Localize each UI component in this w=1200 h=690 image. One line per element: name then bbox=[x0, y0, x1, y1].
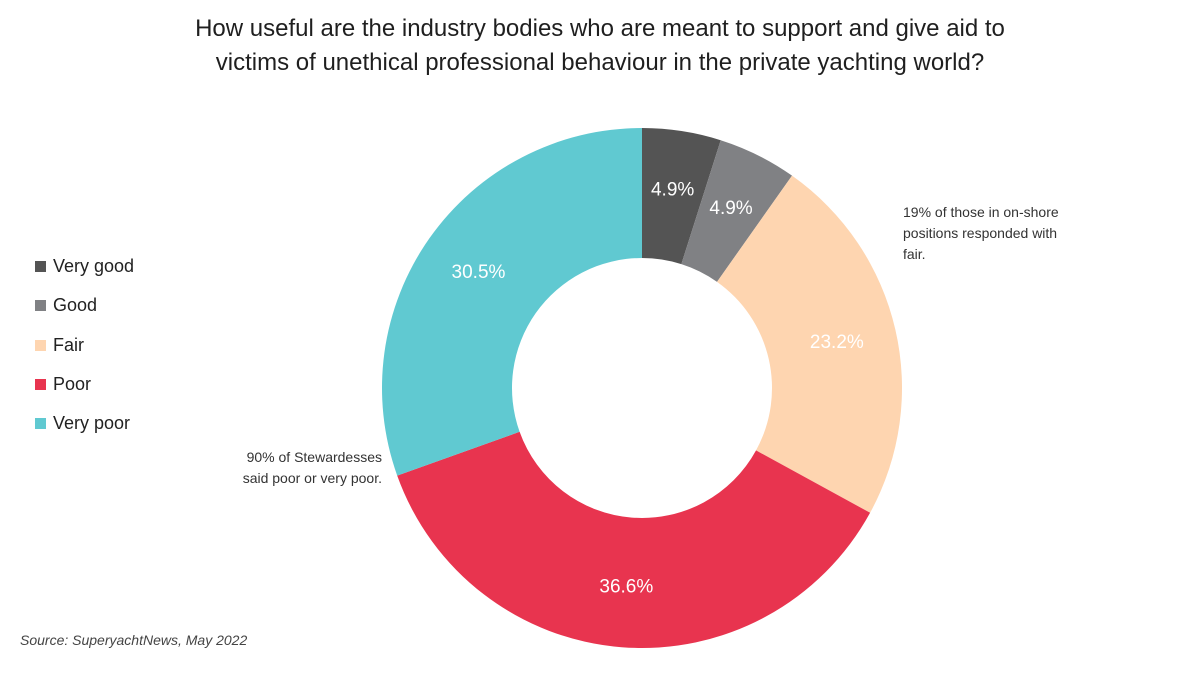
slice-good bbox=[681, 140, 793, 282]
source-note: Source: SuperyachtNews, May 2022 bbox=[20, 632, 248, 648]
data-label-very-good: 4.9% bbox=[651, 179, 694, 200]
data-label-poor: 36.6% bbox=[599, 576, 653, 597]
legend-item-good: Good bbox=[35, 286, 134, 325]
chart-title: How useful are the industry bodies who a… bbox=[60, 12, 1140, 80]
slice-very-good bbox=[642, 128, 721, 265]
annotation-line: 90% of Stewardesses bbox=[246, 449, 382, 465]
annotation-line: positions responded with bbox=[903, 225, 1058, 241]
legend-label: Good bbox=[53, 295, 98, 316]
slice-very-poor bbox=[382, 128, 642, 476]
chart-legend: Very good Good Fair Poor Very poor bbox=[35, 247, 134, 443]
legend-swatch bbox=[35, 300, 46, 312]
legend-item-very-good: Very good bbox=[35, 247, 134, 286]
annotation-line: 19% of those in on-shore bbox=[903, 204, 1059, 220]
legend-swatch bbox=[35, 379, 46, 391]
legend-swatch bbox=[35, 339, 46, 351]
data-label-very-poor: 30.5% bbox=[452, 262, 506, 283]
chart-title-line: How useful are the industry bodies who a… bbox=[195, 15, 1005, 42]
data-label-fair: 23.2% bbox=[810, 332, 864, 353]
legend-label: Poor bbox=[53, 374, 92, 395]
annotation-fair: 19% of those in on-shore positions respo… bbox=[903, 202, 1123, 265]
annotation-line: fair. bbox=[903, 246, 926, 262]
legend-swatch bbox=[35, 261, 46, 273]
annotation-stewardesses: 90% of Stewardesses said poor or very po… bbox=[198, 447, 382, 489]
legend-label: Fair bbox=[53, 334, 84, 355]
data-label-good: 4.9% bbox=[709, 198, 752, 219]
slice-poor bbox=[397, 431, 871, 648]
slice-fair bbox=[717, 175, 902, 513]
annotation-line: said poor or very poor. bbox=[242, 470, 382, 486]
legend-item-poor: Poor bbox=[35, 365, 134, 404]
chart-title-line: victims of unethical professional behavi… bbox=[215, 49, 985, 76]
legend-label: Very poor bbox=[53, 413, 131, 434]
legend-swatch bbox=[35, 418, 46, 430]
legend-label: Very good bbox=[53, 256, 135, 277]
legend-item-very-poor: Very poor bbox=[35, 404, 134, 443]
legend-item-fair: Fair bbox=[35, 326, 134, 365]
